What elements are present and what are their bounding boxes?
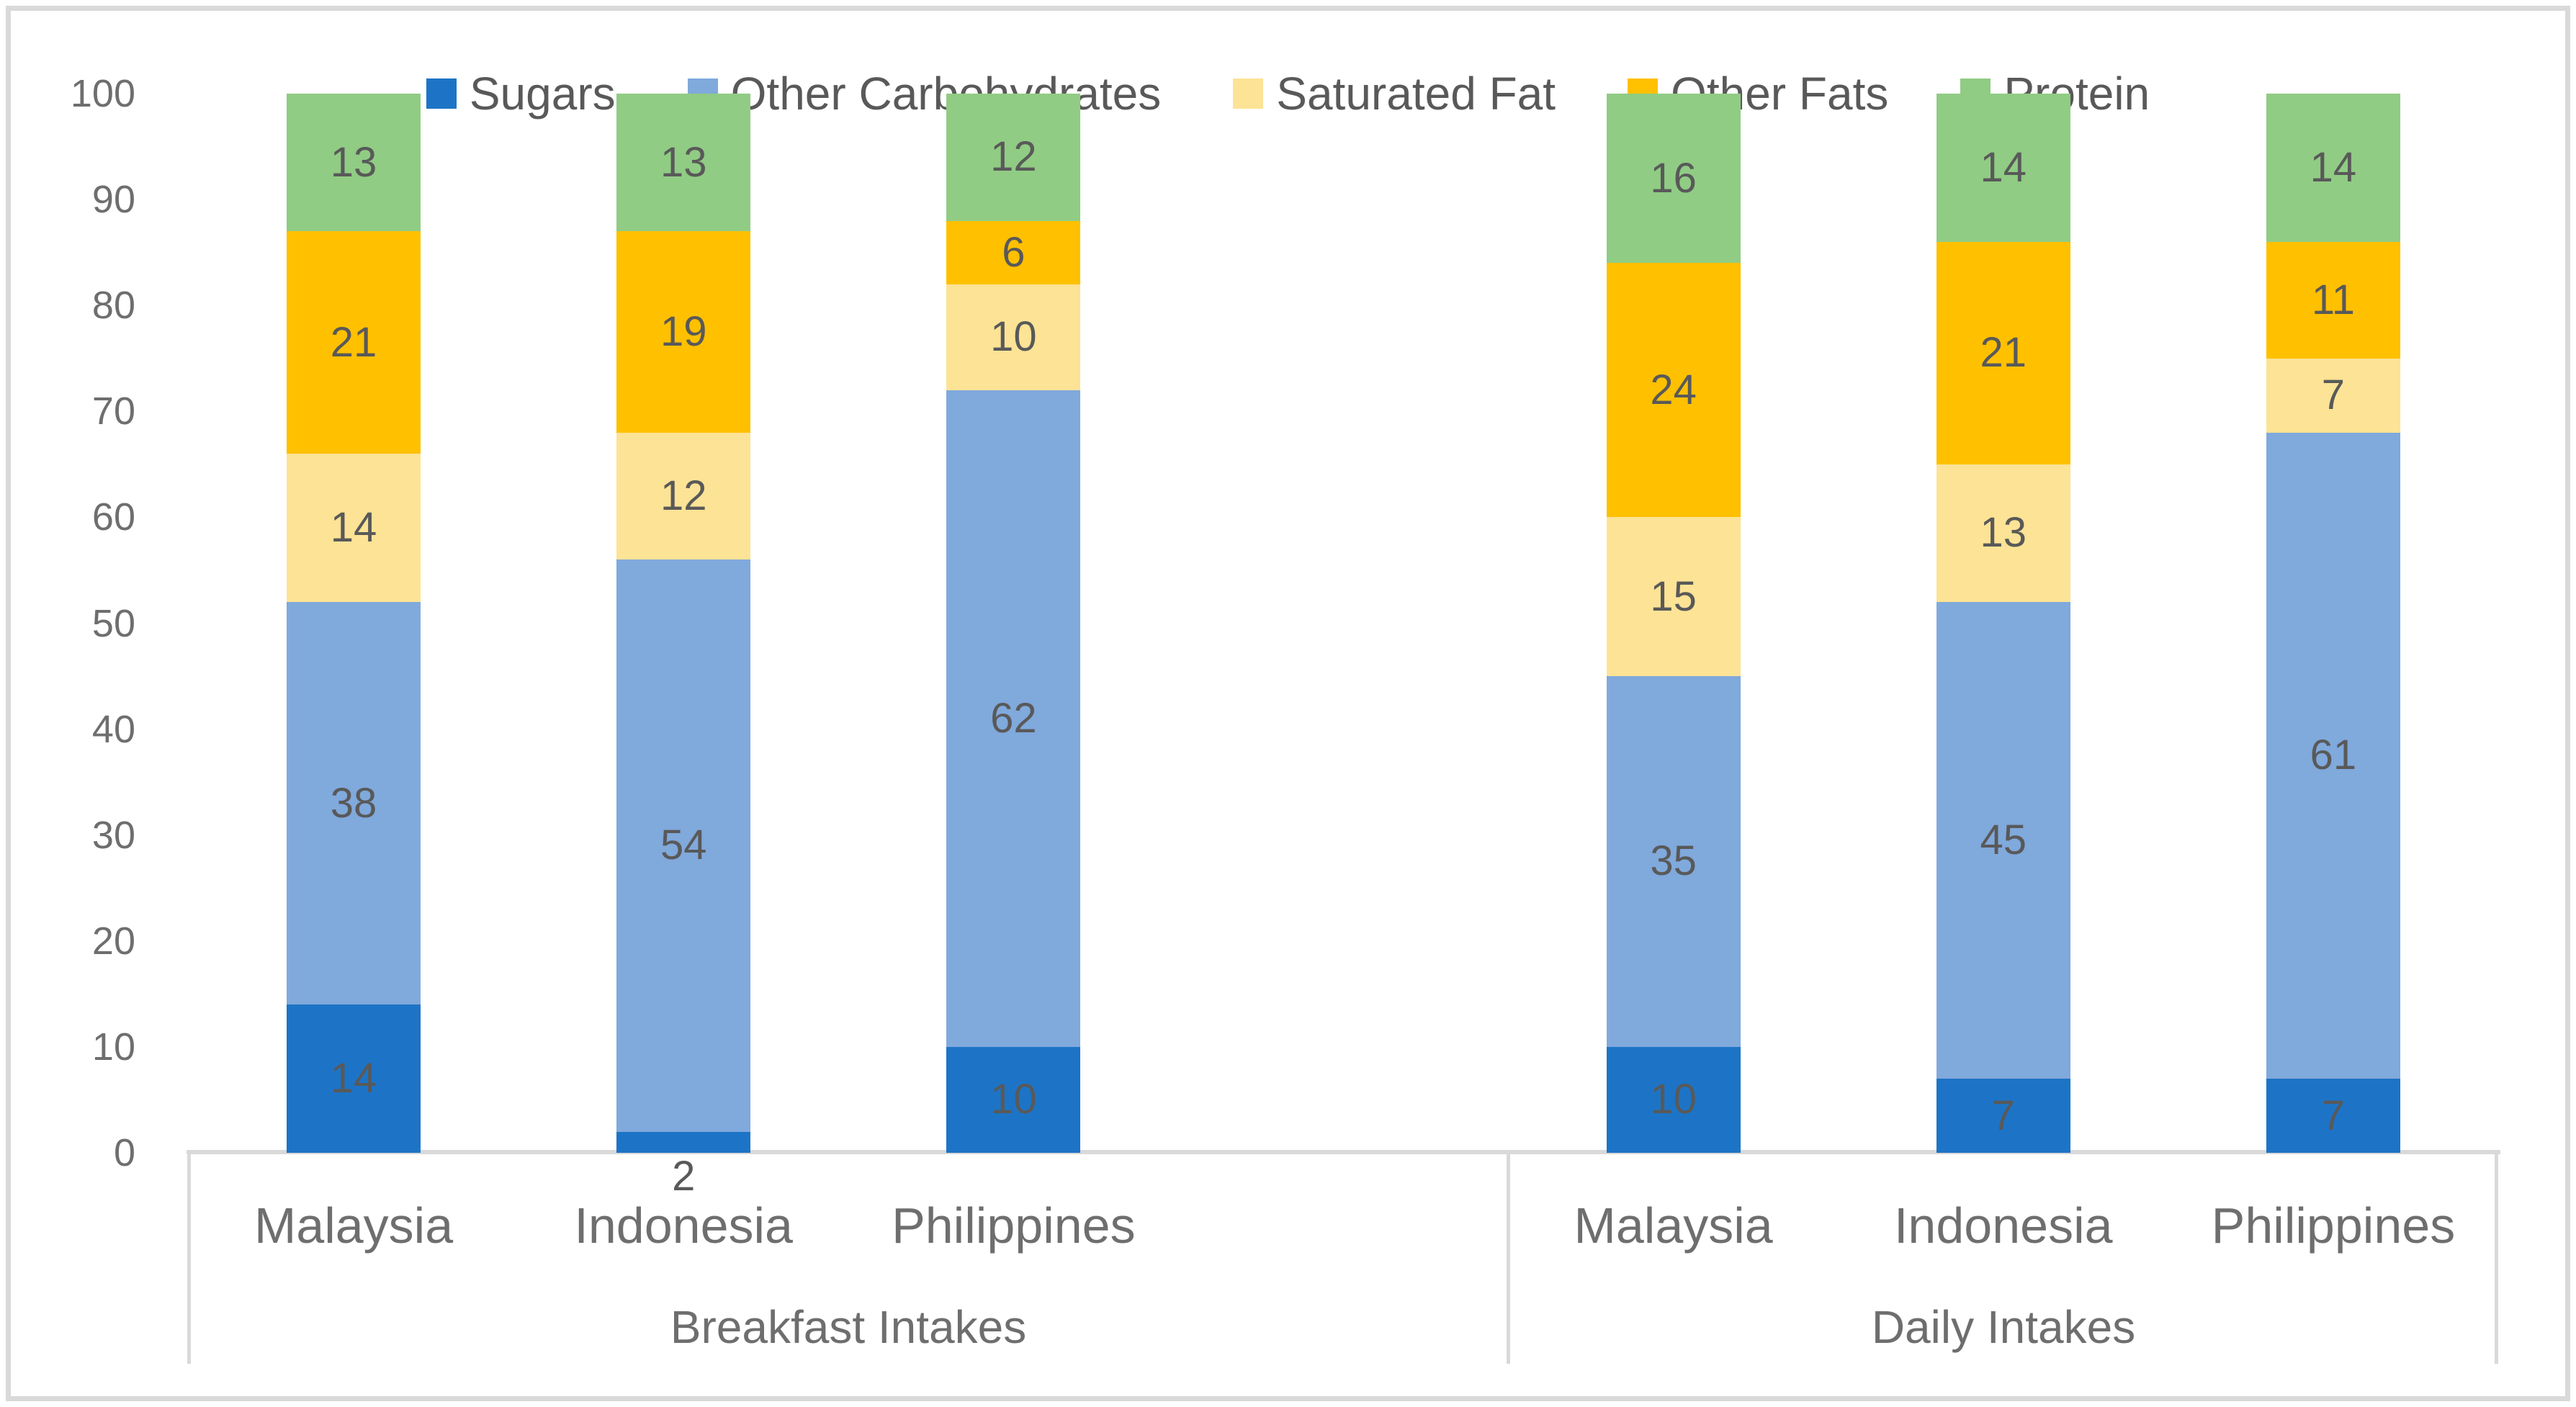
data-label: 10 (1650, 1076, 1697, 1123)
legend-item-saturated-fat: Saturated Fat (1233, 71, 1556, 117)
data-label: 12 (990, 133, 1037, 181)
bar-segment-saturated-fat: 10 (946, 284, 1081, 390)
category-label-malaysia: Malaysia (1574, 1197, 1773, 1254)
data-label: 13 (330, 138, 377, 186)
bar-segment-other-fats: 11 (2266, 241, 2400, 359)
data-label: 14 (2310, 143, 2357, 191)
data-label: 6 (1002, 228, 1026, 276)
data-label: 12 (660, 472, 707, 519)
data-label: 21 (330, 318, 377, 366)
bar-segment-other-fats: 6 (946, 220, 1081, 284)
bar-segment-other-carbohydrates: 61 (2266, 432, 2400, 1079)
category-label-indonesia: Indonesia (1893, 1197, 2113, 1254)
bar-segment-sugars: 7 (2266, 1079, 2400, 1153)
bar-segment-saturated-fat: 14 (287, 454, 421, 603)
bar-segment-protein: 12 (946, 94, 1081, 221)
legend-label-saturated-fat: Saturated Fat (1276, 68, 1556, 120)
data-label: 62 (990, 694, 1037, 742)
bar-segment-other-carbohydrates: 38 (287, 602, 421, 1005)
data-label: 38 (330, 779, 377, 827)
bar-segment-sugars: 7 (1936, 1079, 2070, 1153)
legend-swatch-saturated-fat (1233, 78, 1264, 109)
bar-segment-other-carbohydrates: 54 (616, 559, 751, 1132)
y-tick-label: 70 (91, 390, 135, 433)
data-label: 16 (1650, 154, 1697, 202)
bar-segment-protein: 16 (1606, 94, 1741, 264)
x-axis-line (187, 1150, 2500, 1154)
bar-segment-other-carbohydrates: 35 (1606, 676, 1741, 1047)
bar-segment-other-fats: 21 (1936, 241, 2070, 464)
data-label: 61 (2310, 732, 2357, 779)
data-label: 2 (672, 1152, 696, 1200)
bar-segment-other-fats: 19 (616, 231, 751, 433)
data-label: 14 (330, 504, 377, 552)
data-label: 24 (1650, 366, 1697, 413)
group-separator (2494, 1153, 2498, 1364)
data-label: 7 (1991, 1092, 2015, 1139)
bar-segment-sugars: 10 (1606, 1046, 1741, 1153)
bar-segment-protein: 14 (2266, 94, 2400, 242)
y-tick-label: 100 (70, 72, 135, 115)
y-tick-label: 0 (113, 1131, 135, 1174)
data-label: 11 (2311, 276, 2356, 323)
bar-segment-sugars: 10 (946, 1046, 1081, 1153)
data-label: 14 (330, 1055, 377, 1102)
group-label-breakfast-intakes: Breakfast Intakes (670, 1301, 1027, 1353)
data-label: 10 (990, 313, 1037, 361)
data-label: 15 (1650, 572, 1697, 620)
y-tick-label: 40 (91, 707, 135, 751)
y-tick-label: 10 (91, 1025, 135, 1069)
group-label-daily-intakes: Daily Intakes (1871, 1301, 2136, 1353)
category-label-indonesia: Indonesia (574, 1197, 793, 1254)
legend-label-sugars: Sugars (469, 68, 616, 120)
bar-segment-other-fats: 24 (1606, 263, 1741, 518)
bar-segment-other-fats: 21 (287, 231, 421, 454)
data-label: 13 (1980, 509, 2027, 557)
bar-segment-sugars: 14 (287, 1004, 421, 1153)
data-label: 35 (1650, 837, 1697, 885)
bar-segment-sugars: 2 (616, 1131, 751, 1197)
bar-segment-protein: 13 (616, 94, 751, 232)
data-label: 45 (1980, 817, 2027, 864)
group-separator (1507, 1153, 1511, 1364)
data-label: 54 (660, 822, 707, 869)
data-label: 21 (1980, 329, 2027, 377)
bar-segment-saturated-fat: 13 (1936, 464, 2070, 603)
bar-segment-protein: 14 (1936, 94, 2070, 242)
data-label: 10 (990, 1076, 1037, 1123)
category-label-philippines: Philippines (892, 1197, 1136, 1254)
category-label-malaysia: Malaysia (253, 1197, 454, 1254)
bar-segment-other-carbohydrates: 62 (946, 390, 1081, 1047)
bar-segment-saturated-fat: 7 (2266, 358, 2400, 433)
legend-item-sugars: Sugars (426, 71, 616, 117)
legend-label-other-carbohydrates: Other Carbohydrates (730, 68, 1162, 120)
group-separator (187, 1153, 191, 1364)
y-tick-label: 20 (91, 919, 135, 963)
bar-segment-protein: 13 (287, 94, 421, 232)
category-label-philippines: Philippines (2211, 1197, 2456, 1254)
data-label: 7 (2321, 1092, 2346, 1139)
data-label: 13 (660, 138, 707, 186)
data-label: 14 (1980, 143, 2027, 191)
bar-segment-other-carbohydrates: 45 (1936, 602, 2070, 1079)
data-label: 7 (2321, 372, 2346, 419)
bar-segment-saturated-fat: 15 (1606, 517, 1741, 677)
data-label: 19 (660, 307, 707, 355)
y-tick-label: 80 (91, 284, 135, 328)
y-tick-label: 30 (91, 813, 135, 857)
y-tick-label: 60 (91, 495, 135, 539)
y-tick-label: 90 (91, 178, 135, 222)
legend-swatch-sugars (426, 78, 457, 109)
y-tick-label: 50 (91, 601, 135, 645)
bar-segment-saturated-fat: 12 (616, 432, 751, 560)
